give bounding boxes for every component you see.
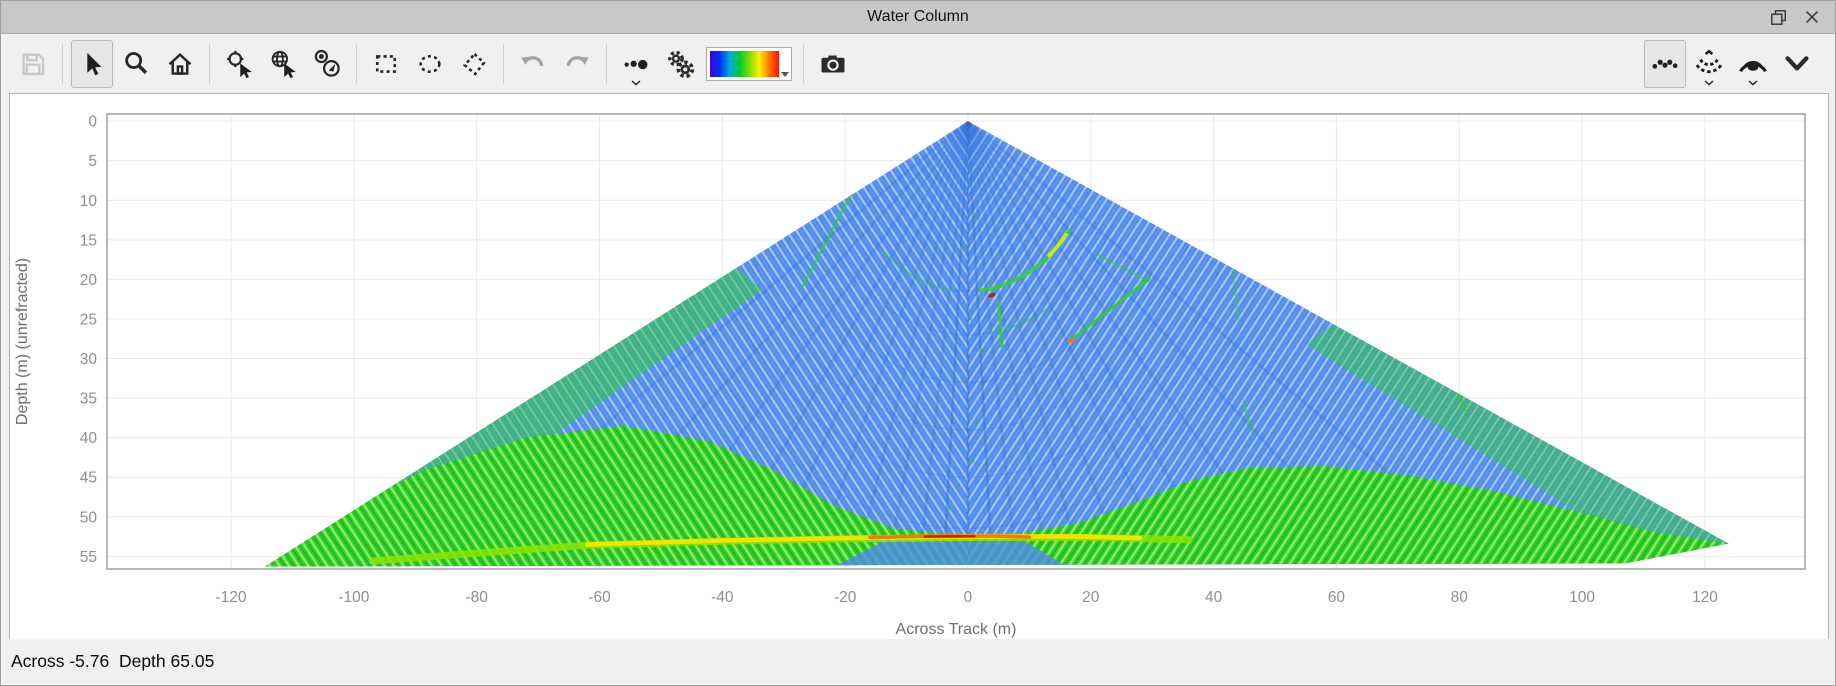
chevron-down-icon — [1704, 79, 1714, 86]
svg-text:-20: -20 — [834, 589, 857, 606]
magnifier-icon — [125, 51, 148, 74]
cursor-arrow-icon — [87, 52, 102, 75]
select-rectangle-button[interactable] — [365, 40, 407, 88]
zoom-button[interactable] — [115, 40, 157, 88]
point-size-icon — [624, 59, 648, 69]
toolbar-separator — [803, 43, 804, 84]
float-window-button[interactable] — [1767, 6, 1789, 28]
select-cursor-button[interactable] — [71, 39, 113, 88]
svg-text:20: 20 — [1082, 589, 1100, 606]
close-window-button[interactable] — [1801, 6, 1823, 28]
collapse-toolbar-button[interactable] — [1776, 40, 1818, 88]
settings-button[interactable] — [659, 40, 701, 88]
compass-pick-icon — [314, 49, 340, 77]
plot-panel: -120 -100 -80 -60 -40 -20 0 20 40 60 80 100 120 0 5 10 1… — [9, 93, 1829, 640]
fan-mode-button[interactable] — [1688, 40, 1730, 88]
dropdown-caret-icon — [781, 71, 789, 77]
float-window-icon — [1770, 9, 1786, 25]
svg-text:100: 100 — [1569, 589, 1595, 606]
toolbar-separator — [606, 43, 607, 84]
toolbar-separator — [209, 43, 210, 84]
svg-text:80: 80 — [1451, 589, 1469, 606]
svg-text:30: 30 — [80, 351, 98, 368]
home-button[interactable] — [159, 40, 201, 88]
toolbar-separator — [356, 43, 357, 84]
svg-text:45: 45 — [80, 470, 97, 487]
svg-text:55: 55 — [80, 549, 97, 566]
beam-mode-button[interactable] — [1732, 40, 1774, 88]
toolbar — [1, 34, 1835, 93]
globe-pick-icon — [271, 50, 296, 78]
select-ellipse-button[interactable] — [409, 40, 451, 88]
colormap-gradient — [710, 50, 779, 77]
svg-text:0: 0 — [88, 114, 97, 131]
redo-icon — [566, 55, 589, 66]
colormap-select[interactable] — [706, 46, 792, 81]
svg-text:10: 10 — [80, 193, 98, 210]
svg-text:-120: -120 — [216, 589, 247, 606]
redo-button[interactable] — [556, 40, 598, 88]
svg-text:35: 35 — [80, 391, 97, 408]
svg-text:120: 120 — [1692, 589, 1718, 606]
close-icon — [1805, 10, 1819, 24]
toolbar-right-group — [1643, 39, 1819, 88]
save-icon — [22, 53, 45, 75]
pick-point-button[interactable] — [218, 40, 260, 88]
svg-text:5: 5 — [88, 153, 97, 170]
pick-globe-button[interactable] — [262, 40, 304, 88]
points-wave-icon — [1652, 59, 1678, 69]
svg-text:60: 60 — [1328, 589, 1346, 606]
chevron-down-icon — [1748, 79, 1758, 86]
titlebar: Water Column — [1, 1, 1835, 34]
snapshot-button[interactable] — [812, 40, 854, 88]
statusbar: Across -5.76 Depth 65.05 — [1, 639, 1835, 685]
svg-text:-40: -40 — [711, 589, 734, 606]
svg-text:50: 50 — [80, 509, 98, 526]
svg-text:40: 40 — [1205, 589, 1223, 606]
undo-icon — [521, 55, 544, 66]
svg-text:40: 40 — [80, 430, 98, 447]
crosshair-pick-icon — [227, 50, 252, 78]
save-button[interactable] — [12, 40, 54, 88]
undo-button[interactable] — [512, 40, 554, 88]
svg-text:-100: -100 — [338, 589, 369, 606]
toolbar-separator — [62, 43, 63, 84]
svg-text:0: 0 — [964, 589, 973, 606]
gears-icon — [668, 50, 695, 78]
x-axis-title: Across Track (m) — [896, 621, 1017, 638]
svg-text:20: 20 — [80, 272, 98, 289]
select-polygon-button[interactable] — [453, 40, 495, 88]
dashed-polygon-icon — [462, 51, 486, 76]
chevron-down-icon — [631, 79, 641, 86]
points-mode-button[interactable] — [1644, 39, 1686, 88]
dashed-rectangle-icon — [375, 54, 397, 73]
svg-text:-60: -60 — [588, 589, 611, 606]
svg-text:15: 15 — [80, 232, 97, 249]
fan-arcs-icon — [1695, 49, 1723, 73]
cursor-position-readout: Across -5.76 Depth 65.05 — [11, 651, 215, 671]
water-column-plot[interactable]: -120 -100 -80 -60 -40 -20 0 20 40 60 80 100 120 0 5 10 1… — [10, 94, 1828, 639]
svg-text:-80: -80 — [465, 589, 488, 606]
svg-text:25: 25 — [80, 311, 97, 328]
chevron-down-bold-icon — [1785, 55, 1809, 70]
camera-icon — [821, 55, 845, 72]
beam-arcs-icon — [1739, 60, 1767, 72]
toolbar-separator — [503, 43, 504, 84]
y-axis-title: Depth (m) (unrefracted) — [14, 258, 31, 425]
window-title: Water Column — [867, 8, 969, 25]
point-display-button[interactable] — [615, 40, 657, 88]
dashed-ellipse-icon — [419, 54, 441, 73]
pick-compass-button[interactable] — [306, 40, 348, 88]
home-icon — [168, 52, 192, 75]
